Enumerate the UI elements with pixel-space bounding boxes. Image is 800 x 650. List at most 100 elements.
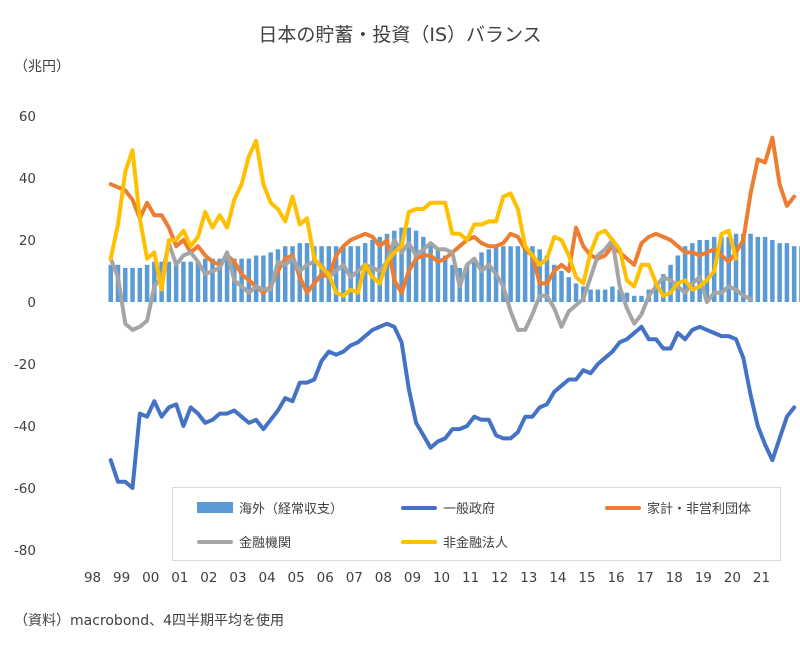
y-tick-label: 0 <box>27 295 36 311</box>
x-tick-label: 04 <box>258 570 275 586</box>
x-tick-label: 11 <box>462 570 479 586</box>
bar-overseas <box>610 286 615 302</box>
x-tick-label: 16 <box>607 570 624 586</box>
bar-overseas <box>624 292 630 302</box>
legend-label-financial: 金融機関 <box>239 536 292 551</box>
line-series-group <box>108 135 797 490</box>
x-tick-label: 17 <box>637 570 654 586</box>
legend-item-household: 家計・非営利団体 <box>605 498 751 517</box>
y-tick-label: -80 <box>14 543 36 559</box>
legend-swatch-household <box>605 505 641 510</box>
x-tick-label: 01 <box>171 570 188 586</box>
legend-item-financial: 金融機関 <box>197 532 291 551</box>
bar-overseas <box>573 283 579 302</box>
bar-overseas <box>108 264 113 302</box>
bar-overseas <box>173 261 179 302</box>
y-tick-label: -20 <box>14 357 36 373</box>
bar-overseas <box>304 243 310 302</box>
legend-label-overseas: 海外（経常収支） <box>239 502 344 517</box>
legend-swatch-overseas <box>197 502 233 513</box>
y-tick-label: -60 <box>14 481 36 497</box>
line-government <box>108 321 797 490</box>
bar-overseas <box>777 243 782 302</box>
y-axis-unit-label: （兆円） <box>14 59 70 75</box>
bar-overseas <box>770 240 775 302</box>
bar-overseas <box>217 258 223 302</box>
bar-overseas <box>784 243 790 302</box>
bar-overseas <box>239 258 244 302</box>
bar-overseas <box>355 246 361 302</box>
legend-swatch-financial <box>197 539 233 544</box>
bar-overseas <box>370 240 375 302</box>
legend-label-household: 家計・非営利団体 <box>647 502 752 517</box>
bar-overseas <box>741 233 746 302</box>
bar-overseas <box>123 267 128 302</box>
x-tick-label: 12 <box>491 570 508 586</box>
bar-overseas <box>530 246 535 302</box>
bar-overseas <box>188 261 193 302</box>
source-note: （資料）macrobond、4四半期平均を使用 <box>14 613 285 629</box>
bar-overseas <box>522 246 528 302</box>
bar-overseas <box>675 255 681 302</box>
bar-overseas <box>450 264 455 302</box>
x-tick-label: 20 <box>724 570 741 586</box>
bar-overseas <box>661 274 666 302</box>
bar-overseas <box>501 246 506 302</box>
x-tick-label: 19 <box>695 570 712 586</box>
bar-overseas <box>181 261 186 302</box>
bar-overseas <box>559 271 564 302</box>
x-tick-label: 21 <box>753 570 770 586</box>
chart-legend: 海外（経常収支） 一般政府 家計・非営利団体 金融機関 非金融法人 <box>172 487 781 561</box>
bar-overseas <box>428 243 433 302</box>
bar-overseas <box>275 249 281 302</box>
chart-title: 日本の貯蓄・投資（IS）バランス <box>258 24 542 46</box>
legend-item-overseas: 海外（経常収支） <box>197 498 343 517</box>
bar-overseas <box>515 246 521 302</box>
legend-label-nonfinancial: 非金融法人 <box>443 536 509 551</box>
legend-swatch-nonfinancial <box>401 539 437 544</box>
bar-overseas <box>333 246 339 302</box>
x-tick-label: 05 <box>288 570 305 586</box>
bar-overseas <box>341 246 346 302</box>
bar-overseas <box>631 295 637 302</box>
bar-overseas <box>668 264 673 302</box>
bar-overseas <box>268 252 273 302</box>
x-tick-label: 09 <box>404 570 421 586</box>
bar-overseas <box>282 246 288 302</box>
bar-overseas <box>566 277 572 302</box>
bar-overseas <box>435 249 441 302</box>
bar-overseas <box>704 240 710 302</box>
bar-overseas <box>762 236 768 302</box>
bar-overseas <box>312 246 317 302</box>
bar-overseas <box>261 255 266 302</box>
bar-overseas <box>464 264 470 302</box>
bar-overseas <box>224 258 230 302</box>
bar-overseas <box>442 255 448 302</box>
bar-overseas <box>748 233 753 302</box>
bar-overseas <box>639 295 644 302</box>
bar-overseas <box>472 258 477 302</box>
x-tick-label: 98 <box>84 570 101 586</box>
bar-overseas <box>406 227 412 302</box>
bar-overseas <box>551 264 557 302</box>
x-tick-label: 99 <box>113 570 130 586</box>
bar-overseas <box>682 246 688 302</box>
bar-overseas <box>697 240 702 302</box>
legend-swatch-government <box>401 505 437 510</box>
x-tick-label: 08 <box>375 570 392 586</box>
bar-overseas <box>144 264 150 302</box>
y-tick-label: 40 <box>19 171 36 187</box>
bar-overseas <box>479 252 484 302</box>
bar-overseas <box>202 258 208 302</box>
x-axis-ticks: 98 99 00 01 02 03 04 05 06 07 08 09 10 11 12 13 14 15 16 17… <box>84 570 770 586</box>
x-tick-label: 07 <box>346 570 363 586</box>
bar-overseas <box>130 267 135 302</box>
bar-overseas <box>791 246 797 302</box>
bar-overseas <box>719 236 724 302</box>
line-financial <box>108 238 753 332</box>
bar-overseas <box>602 289 608 302</box>
legend-label-government: 一般政府 <box>443 502 496 517</box>
x-tick-label: 18 <box>666 570 683 586</box>
x-tick-label: 10 <box>433 570 450 586</box>
x-tick-label: 03 <box>229 570 246 586</box>
